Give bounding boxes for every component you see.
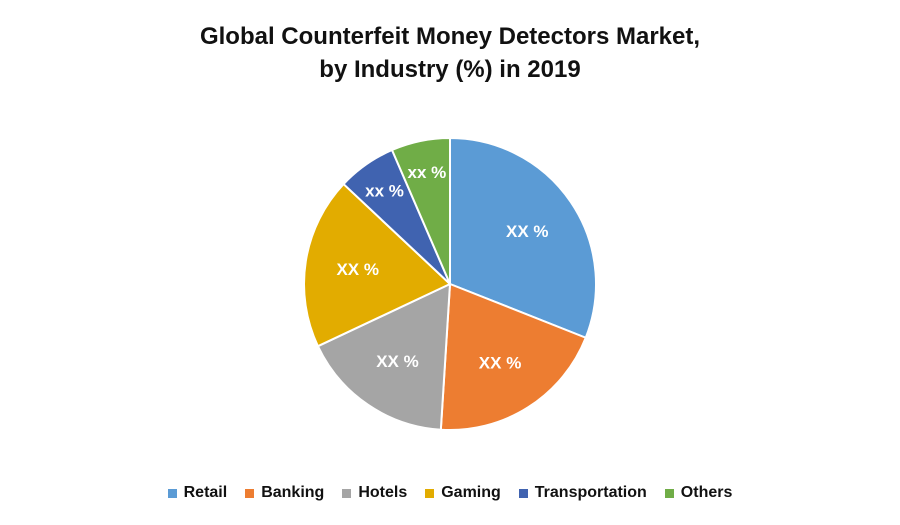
data-label-banking: XX % xyxy=(479,353,522,372)
legend-item-retail: Retail xyxy=(167,484,228,502)
legend-item-gaming: Gaming xyxy=(425,484,501,502)
legend-item-banking: Banking xyxy=(245,484,324,502)
chart-title-line-2: by Industry (%) in 2019 xyxy=(319,56,581,83)
chart-title: Global Counterfeit Money Detectors Marke… xyxy=(0,20,900,86)
pie-slice-banking xyxy=(439,283,587,431)
legend-label-hotels: Hotels xyxy=(358,484,408,501)
legend-swatch-hotels xyxy=(342,488,352,498)
pie-slice-gaming xyxy=(303,183,451,348)
legend-swatch-retail xyxy=(167,488,177,498)
pie-slice-retail xyxy=(449,137,597,339)
legend-swatch-banking xyxy=(245,488,255,498)
legend-swatch-others xyxy=(664,488,674,498)
pie-slice-others xyxy=(391,137,451,285)
data-label-retail: XX % xyxy=(506,222,549,241)
chart-legend: Retail Banking Hotels Gaming Transportation O… xyxy=(0,484,900,502)
legend-item-hotels: Hotels xyxy=(342,484,407,502)
legend-swatch-gaming xyxy=(425,488,435,498)
legend-swatch-transportation xyxy=(518,488,528,498)
legend-label-gaming: Gaming xyxy=(441,484,501,501)
data-label-transportation: xx % xyxy=(365,181,404,200)
data-label-hotels: XX % xyxy=(376,352,419,371)
data-label-others: xx % xyxy=(408,163,447,182)
legend-label-banking: Banking xyxy=(261,484,325,501)
legend-item-transportation: Transportation xyxy=(518,484,647,502)
legend-label-others: Others xyxy=(680,484,733,501)
data-label-gaming: XX % xyxy=(336,260,379,279)
legend-label-retail: Retail xyxy=(183,484,228,501)
chart-title-line-1: Global Counterfeit Money Detectors Marke… xyxy=(199,23,701,50)
legend-label-transportation: Transportation xyxy=(534,484,647,501)
legend-item-others: Others xyxy=(664,484,733,502)
pie-slice-hotels xyxy=(316,283,451,431)
